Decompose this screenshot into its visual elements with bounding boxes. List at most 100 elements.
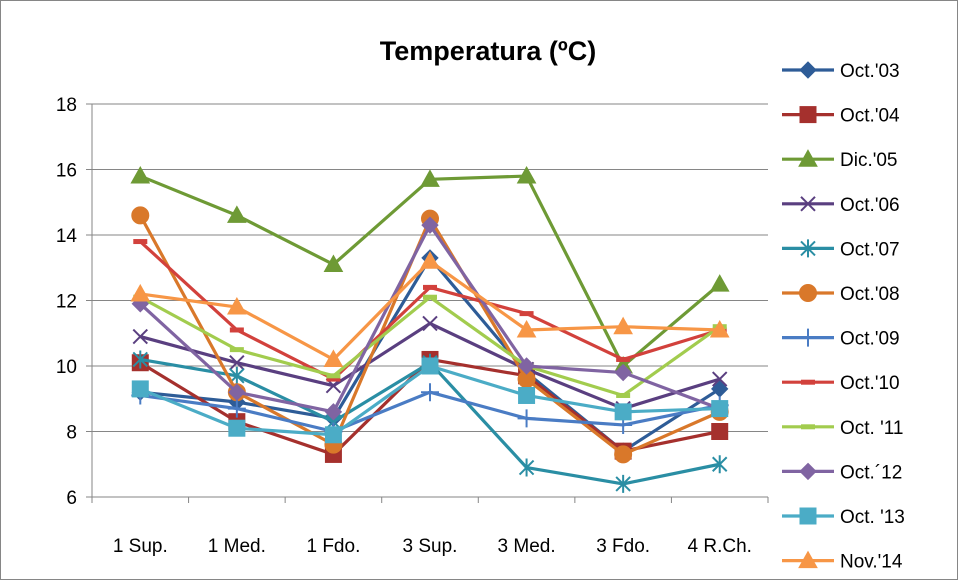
legend-marker (799, 106, 817, 124)
legend-marker (799, 462, 817, 481)
legend-label: Oct.'10 (840, 373, 900, 394)
data-point (616, 392, 631, 398)
data-point (131, 206, 150, 225)
data-point (422, 315, 438, 332)
legend-item: Dic.'05 (782, 149, 897, 171)
data-point (614, 363, 632, 382)
legend-marker (799, 507, 817, 525)
y-tick-labels: 6 8 10 12 14 16 18 (56, 95, 78, 509)
data-point (614, 403, 632, 421)
legend-label: Oct.'04 (840, 106, 900, 127)
data-point (130, 283, 151, 302)
legend-item: Oct. '11 (782, 418, 903, 439)
series-lines (130, 166, 730, 493)
x-tick-label: 1 Fdo. (306, 536, 360, 557)
data-point (229, 327, 244, 333)
x-tick-label: 4 R.Ch. (688, 536, 752, 557)
data-point (423, 284, 437, 290)
legend-marker (800, 196, 816, 212)
legend-item: Oct. '13 (782, 507, 905, 528)
legend-label: Oct. '13 (840, 507, 905, 528)
data-point (519, 311, 534, 317)
series-11 (130, 251, 730, 367)
data-point (420, 169, 440, 187)
data-point (229, 355, 245, 371)
data-point (326, 373, 341, 379)
data-point (227, 297, 247, 315)
data-point (518, 458, 535, 477)
data-point (613, 316, 633, 335)
legend-item: Oct.'09 (782, 328, 900, 350)
data-point (229, 347, 244, 353)
legend-label: Oct.´12 (840, 462, 902, 483)
x-tick-label: 1 Med. (208, 536, 266, 557)
y-tick-label: 8 (66, 423, 77, 444)
data-point (709, 274, 730, 292)
data-point (616, 356, 631, 362)
data-point (228, 383, 246, 401)
legend-marker (800, 239, 816, 258)
x-tick-label: 3 Med. (498, 536, 556, 557)
y-tick-label: 10 (56, 357, 77, 378)
y-tick-label: 16 (56, 161, 77, 182)
data-point (615, 474, 631, 493)
legend-marker (798, 149, 818, 167)
data-point (711, 423, 729, 440)
data-point (324, 426, 342, 444)
data-point (420, 251, 440, 269)
data-point (227, 399, 246, 418)
data-point (131, 380, 149, 398)
data-point (323, 254, 344, 272)
data-point (421, 216, 439, 234)
legend-item: Oct.'04 (782, 106, 900, 127)
legend-marker (799, 328, 817, 347)
axes (86, 103, 769, 503)
legend-label: Oct.'03 (840, 61, 900, 82)
data-point (518, 386, 536, 404)
data-point (324, 403, 343, 421)
y-tick-label: 14 (56, 226, 78, 247)
chart-title: Temperatura (ºC) (380, 36, 596, 66)
legend-marker (799, 284, 817, 302)
legend-label: Oct.'08 (840, 284, 900, 305)
y-tick-label: 18 (56, 95, 77, 116)
data-point (323, 349, 344, 367)
legend-label: Oct.'07 (840, 239, 900, 260)
legend-label: Oct.'06 (840, 195, 900, 216)
y-tick-label: 12 (56, 292, 77, 313)
data-point (326, 376, 341, 382)
data-point (517, 357, 536, 375)
legend-item: Oct.'10 (782, 373, 900, 394)
legend-marker (799, 61, 817, 79)
data-point (227, 205, 247, 223)
data-point (711, 400, 729, 418)
legend-item: Nov.'14 (782, 550, 903, 573)
series-10 (131, 357, 729, 444)
legend-item: Oct.´12 (782, 462, 902, 483)
data-point (130, 166, 151, 184)
x-tick-label: 1 Sup. (113, 536, 168, 557)
x-tick-labels: 1 Sup. 1 Med. 1 Fdo. 3 Sup. 3 Med. 3 Fdo. 4 R.… (113, 536, 752, 557)
legend-item: Oct.'06 (782, 195, 900, 216)
legend-item: Oct.'07 (782, 239, 900, 260)
legend-item: Oct.'08 (782, 284, 900, 305)
data-point (132, 328, 148, 345)
data-point (228, 419, 246, 437)
legend-label: Oct. '11 (840, 418, 903, 439)
legend: Oct.'03 Oct.'04 Dic.'05 Oct.'06 Oct.'07 Oct.'… (782, 61, 905, 573)
legend-marker (801, 379, 815, 385)
y-tick-label: 6 (66, 488, 77, 509)
data-point (709, 319, 730, 338)
data-point (712, 455, 728, 474)
x-tick-label: 3 Sup. (403, 536, 458, 557)
legend-label: Nov.'14 (840, 552, 903, 573)
data-point (421, 357, 439, 375)
data-point (133, 239, 148, 245)
data-point (423, 294, 437, 300)
legend-marker (798, 550, 818, 569)
data-point (614, 445, 633, 464)
legend-marker (801, 424, 815, 430)
legend-label: Dic.'05 (840, 150, 897, 171)
